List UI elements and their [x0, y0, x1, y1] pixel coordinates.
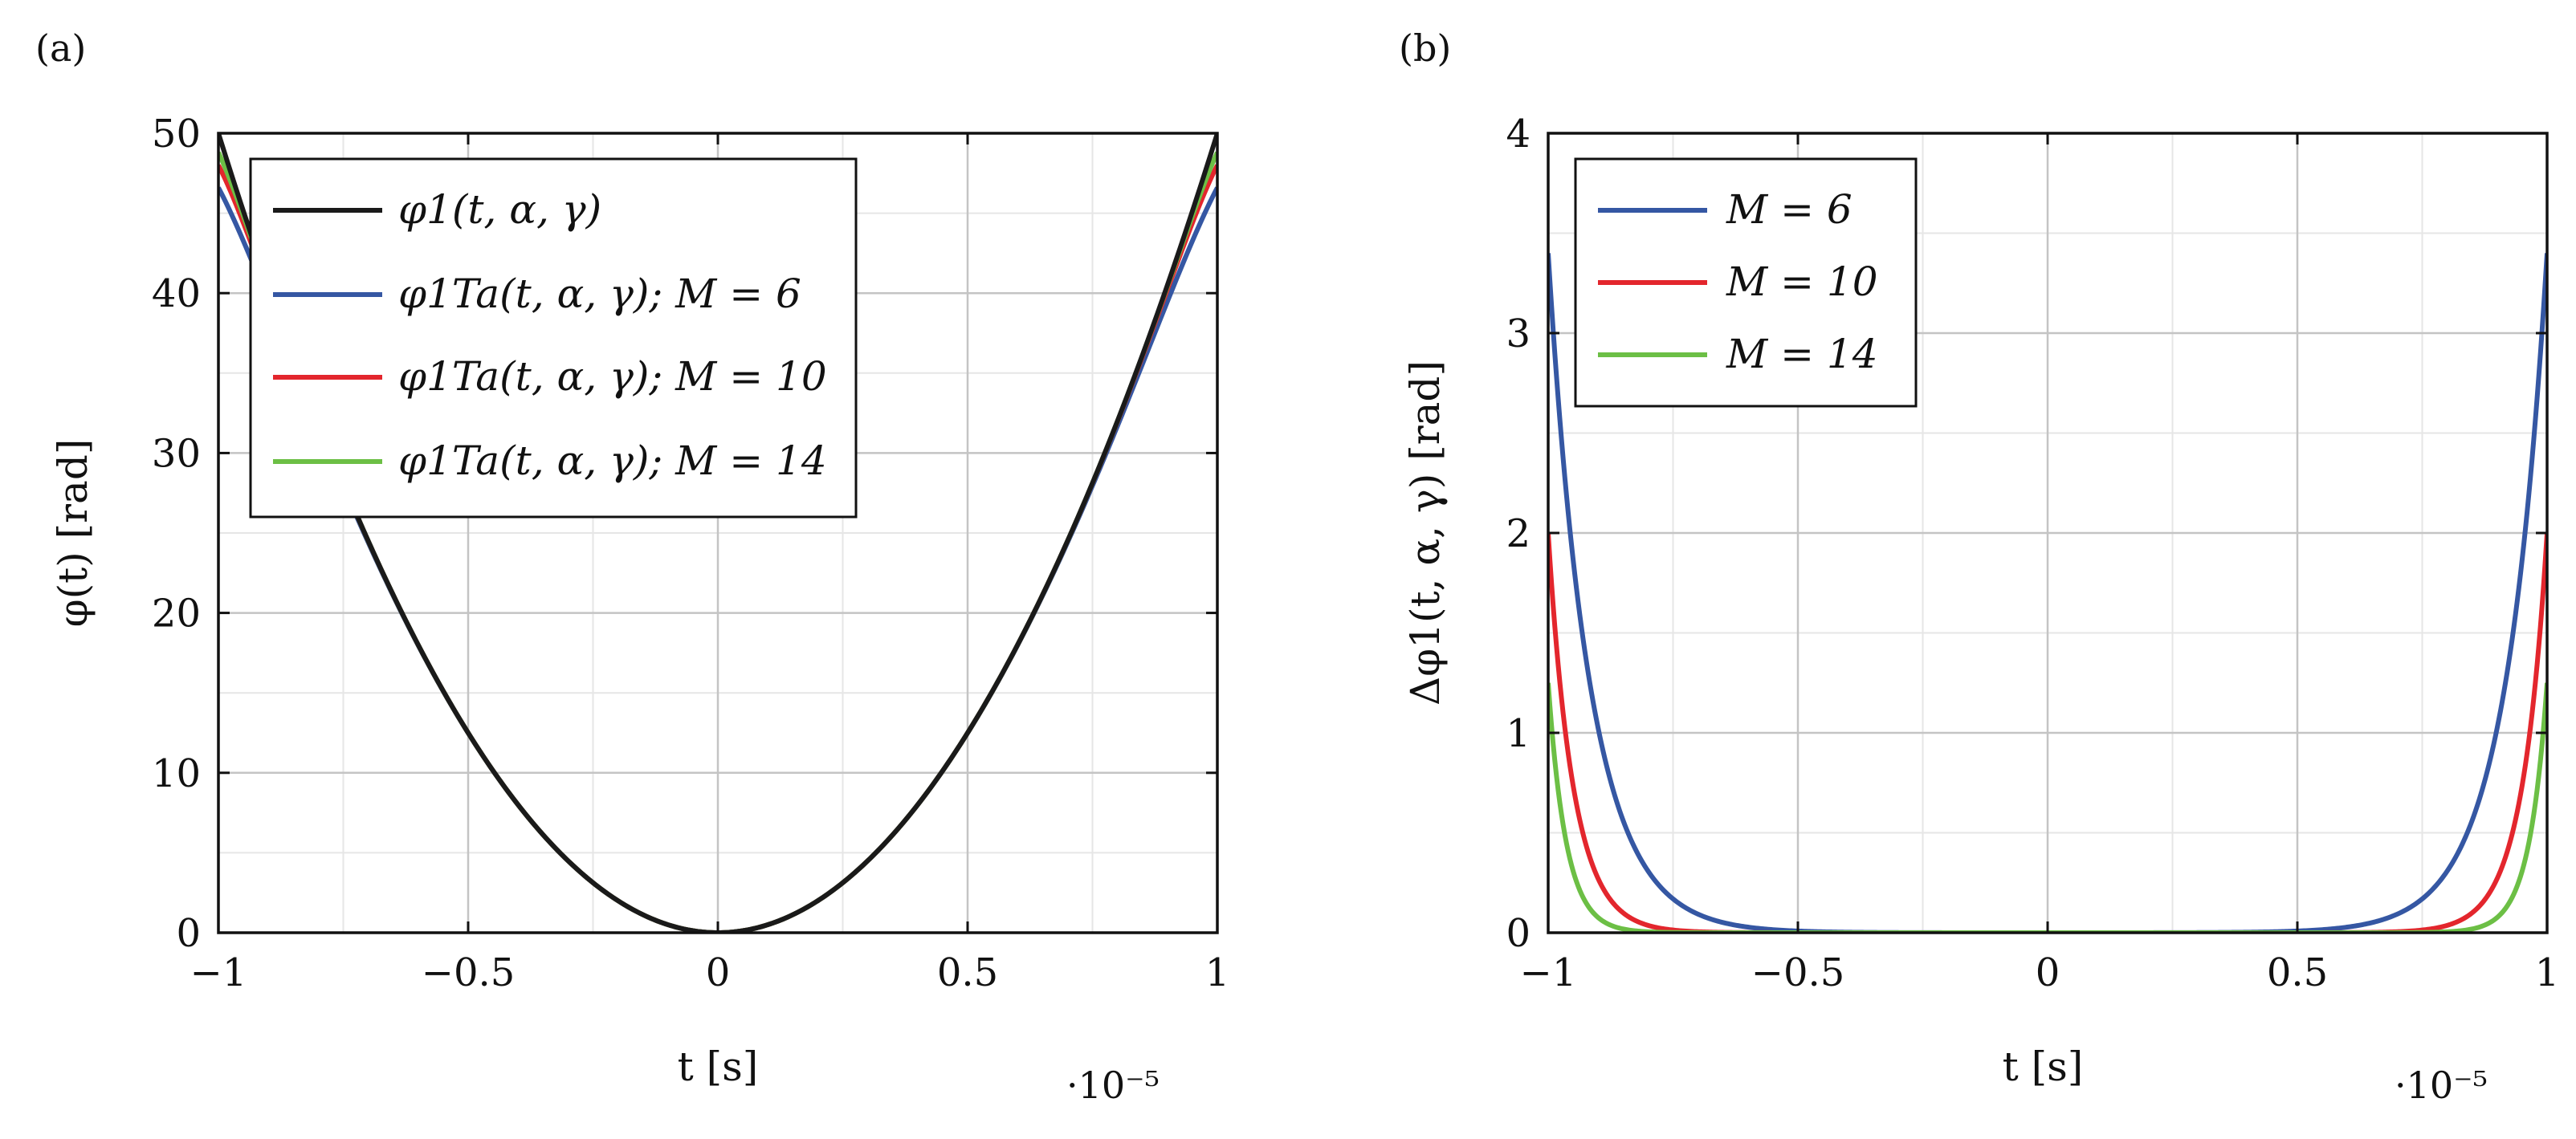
panel-a-series: [218, 133, 1217, 933]
x-tick-label: −0.5: [1751, 950, 1845, 995]
y-tick-label: 4: [1506, 112, 1531, 157]
panel-a-legend-box: [249, 157, 858, 519]
legend-label: φ1Ta(t, α, γ); M = 14: [398, 437, 827, 484]
panel-b: (b) −1 −0.5 0 0.5 1 0 1 2 3 4 M = 6 M = 10 M = 14…: [1399, 26, 2559, 1107]
x-tick-label: 0: [2036, 950, 2060, 995]
x-tick-label: 0: [706, 950, 731, 995]
series-line-exact: [218, 133, 1217, 933]
y-tick-label: 2: [1506, 511, 1531, 556]
x-tick-label: 1: [2535, 950, 2560, 995]
panel-b-x-multiplier: ·10⁻⁵: [2395, 1064, 2488, 1107]
panel-a-ylabel: φ(t) [rad]: [50, 439, 96, 628]
panel-b-ticks: −1 −0.5 0 0.5 1 0 1 2 3 4: [1506, 112, 2559, 995]
x-tick-label: 0.5: [937, 950, 998, 995]
x-tick-label: −1: [190, 950, 247, 995]
legend-label: φ1Ta(t, α, γ); M = 6: [398, 271, 801, 317]
panel-b-label: (b): [1399, 26, 1451, 70]
y-tick-label: 1: [1506, 711, 1531, 756]
panel-b-ylabel: Δφ1(t, α, γ) [rad]: [1402, 360, 1449, 706]
panel-b-xlabel: t [s]: [2003, 1043, 2084, 1090]
legend-label: φ1Ta(t, α, γ); M = 10: [398, 353, 827, 400]
y-tick-label: 30: [152, 431, 201, 476]
y-tick-label: 0: [176, 911, 201, 956]
legend-label: φ1(t, α, γ): [398, 186, 601, 233]
y-tick-label: 20: [152, 592, 201, 637]
panel-a-xlabel: t [s]: [678, 1043, 759, 1090]
panel-a-x-multiplier: ·10⁻⁵: [1066, 1064, 1160, 1107]
x-tick-label: 0.5: [2267, 950, 2328, 995]
y-tick-label: 40: [152, 271, 201, 316]
y-tick-label: 50: [152, 112, 201, 157]
y-tick-label: 3: [1506, 311, 1531, 356]
x-tick-label: −0.5: [422, 950, 516, 995]
panel-b-grid: [1547, 132, 2549, 934]
panel-a-label: (a): [35, 26, 86, 70]
x-tick-label: −1: [1520, 950, 1577, 995]
y-tick-label: 10: [152, 751, 201, 796]
y-tick-label: 0: [1506, 911, 1531, 956]
legend-label: M = 14: [1726, 331, 1878, 377]
legend-label: M = 6: [1726, 186, 1853, 233]
panel-a-legend: φ1(t, α, γ) φ1Ta(t, α, γ); M = 6 φ1Ta(t,…: [249, 157, 858, 519]
x-tick-label: 1: [1205, 950, 1230, 995]
panel-b-legend: M = 6 M = 10 M = 14: [1574, 157, 1918, 408]
legend-label: M = 10: [1726, 258, 1878, 305]
